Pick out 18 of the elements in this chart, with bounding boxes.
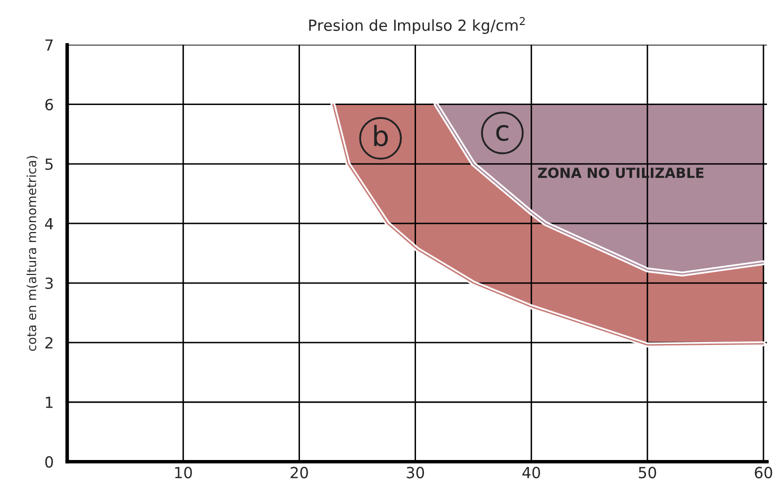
- y-tick-label: 2: [45, 337, 52, 348]
- x-tick-label: 30: [406, 466, 424, 478]
- x-tick-label: 60: [754, 466, 772, 478]
- y-tick-label: 5: [45, 158, 53, 170]
- annotation: b: [374, 124, 388, 146]
- x-tick-label: 10: [175, 466, 192, 478]
- y-tick-label: 7: [46, 39, 53, 51]
- y-tick-label: 0: [45, 456, 53, 468]
- y-tick-label: 3: [45, 277, 53, 290]
- x-tick-label: 50: [638, 466, 656, 478]
- chart-title: Presion de Impulso 2 kg/cm$^{2}$: [309, 17, 525, 34]
- y-tick-label: 1: [46, 396, 53, 408]
- y-tick-label: 4: [45, 218, 54, 230]
- annotation: c: [496, 125, 508, 142]
- x-tick-label: 20: [290, 466, 308, 478]
- y-axis-title: cota en m(altura monometrica): [26, 156, 38, 351]
- x-tick-label: 40: [522, 466, 540, 478]
- y-tick-label: 6: [45, 98, 54, 110]
